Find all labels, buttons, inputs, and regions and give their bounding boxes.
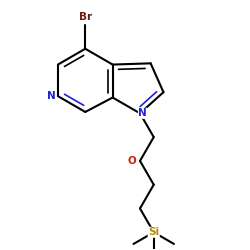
Text: Br: Br: [79, 12, 92, 22]
Text: N: N: [138, 108, 147, 118]
Text: N: N: [47, 91, 56, 101]
Text: Si: Si: [148, 227, 159, 237]
Text: O: O: [128, 156, 136, 166]
